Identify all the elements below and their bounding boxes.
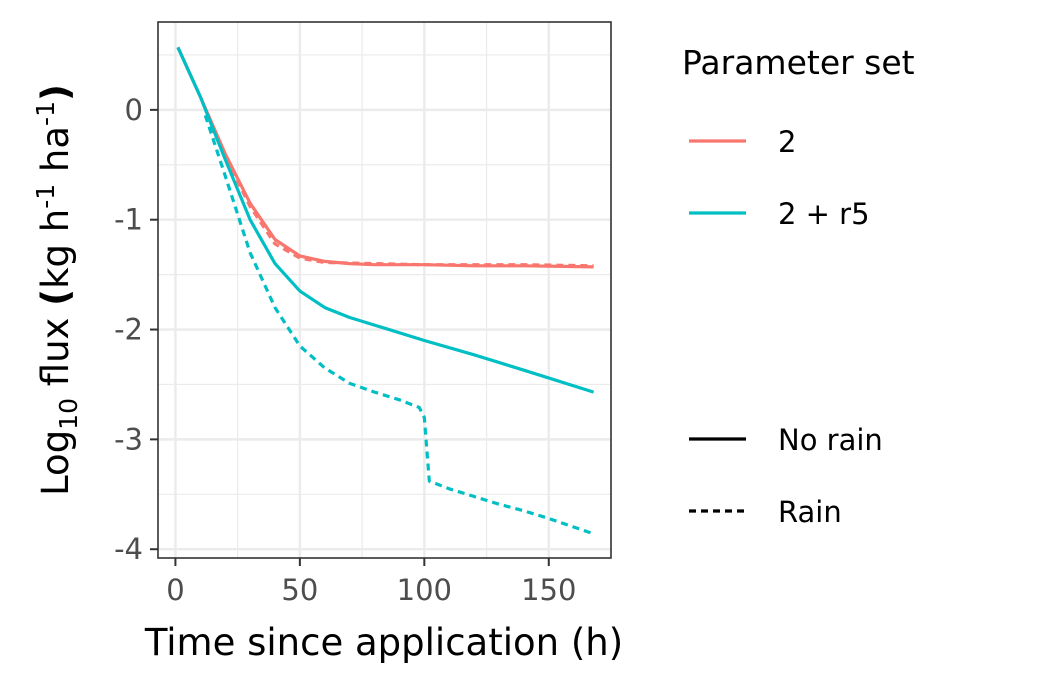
legend-title: Parameter set [682,43,915,82]
legend-linetype-key-label: No rain [778,423,883,457]
axes: 0 50 100 150 0 -1 -2 -3 -4 [114,93,576,607]
legend-color-keys: 2 2 + r5 [689,125,870,231]
y-axis-title: Log10 flux (kg h-1 ha-1) [31,84,83,496]
plot-panel [157,21,612,559]
y-tick-label: -3 [114,422,143,456]
series-line-2-r5-no-rain [176,46,595,394]
legend-color-key-label: 2 + r5 [778,197,870,231]
series-layer [176,46,595,536]
y-tick-label: 0 [125,93,143,127]
x-tick-label: 0 [166,573,184,607]
x-tick-label: 150 [521,573,576,607]
y-tick-label: -1 [114,203,143,237]
y-tick-label: -2 [114,313,143,347]
legend: Parameter set 2 2 + r5 No rain Rain [682,43,915,529]
x-axis-title: Time since application (h) [144,621,623,664]
y-tick-label: -4 [114,532,143,566]
x-tick-label: 100 [397,573,452,607]
legend-linetype-key-label: Rain [778,495,842,529]
panel-border [157,21,612,559]
x-tick-label: 50 [281,573,318,607]
series-line-2-r5-rain [203,114,595,536]
series-line-2-rain [203,114,594,268]
legend-linetype-keys: No rain Rain [689,423,883,529]
legend-color-key-label: 2 [778,125,796,159]
